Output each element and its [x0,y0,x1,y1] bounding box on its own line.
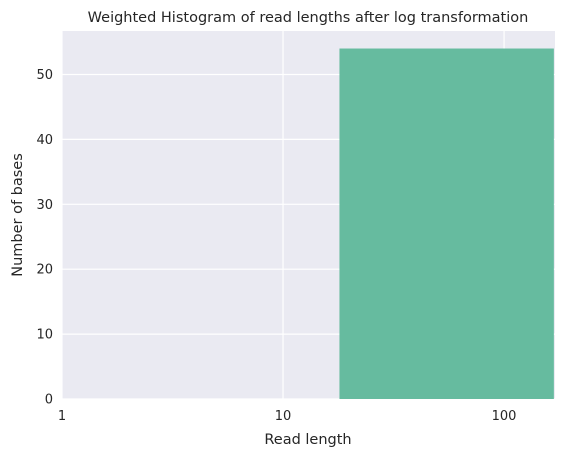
y-axis-label: Number of bases [10,153,26,277]
x-tick-label: 1 [58,409,66,424]
histogram-bar [339,48,554,400]
y-tick-label: 10 [36,328,53,343]
x-tick-label: 10 [275,409,292,424]
y-tick-label: 30 [36,198,53,213]
chart-title: Weighted Histogram of read lengths after… [88,10,529,26]
bars [339,48,554,400]
x-ticks: 1 10 100 [58,409,517,424]
y-tick-label: 40 [36,133,53,148]
y-ticks: 0 10 20 30 40 50 [36,68,53,408]
y-tick-label: 20 [36,263,53,278]
y-tick-label: 0 [45,393,53,408]
y-tick-label: 50 [36,68,53,83]
x-axis-label: Read length [264,432,351,448]
x-tick-label: 100 [492,409,517,424]
